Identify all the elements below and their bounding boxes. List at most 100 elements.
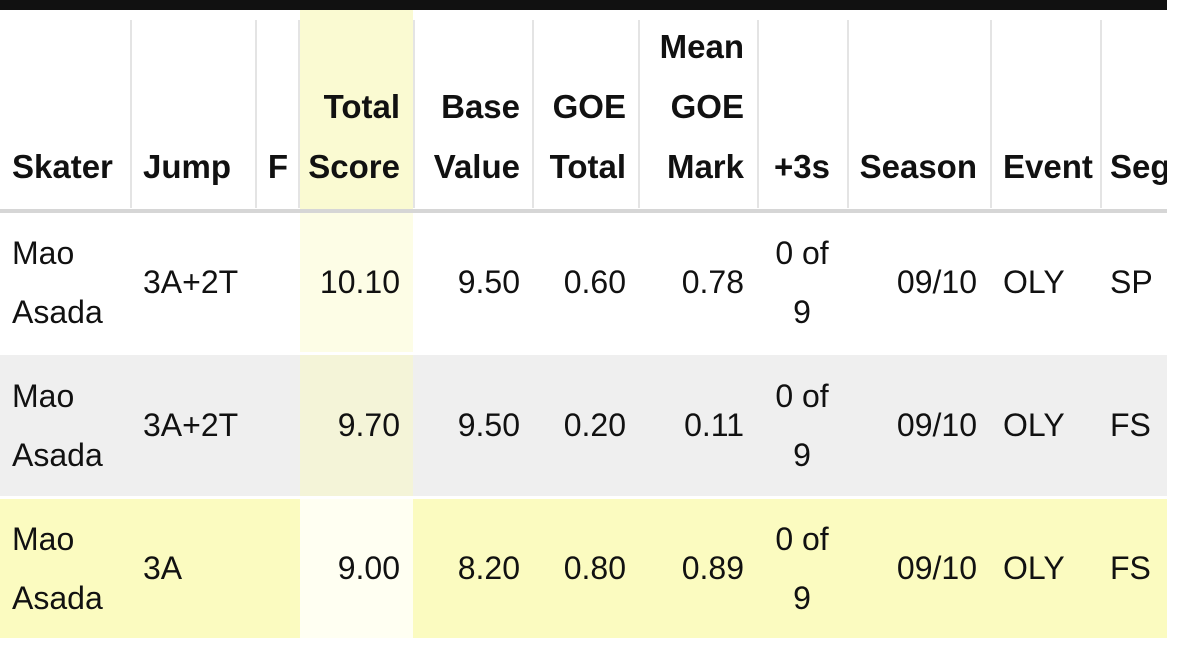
table-cell — [258, 213, 298, 352]
table-cell: OLY — [990, 499, 1100, 638]
top-bar — [0, 0, 1167, 10]
row-background — [0, 355, 1167, 496]
row-background — [0, 499, 1167, 638]
column-header: +3s — [757, 10, 847, 209]
column-header: Mean GOE Mark — [638, 10, 757, 209]
table-cell: FS — [1100, 499, 1167, 638]
table-cell: 0.60 — [532, 213, 638, 352]
cell-text: 9.50 — [457, 264, 520, 300]
cell-text: Mao Asada — [12, 234, 103, 330]
cell-text: 09/10 — [896, 264, 977, 300]
cell-text: 9.50 — [457, 407, 520, 443]
table-cell: 09/10 — [847, 355, 990, 496]
cell-text: FS — [1110, 550, 1151, 586]
cell-text: 0 of 9 — [775, 377, 829, 473]
table-cell: Mao Asada — [8, 213, 130, 352]
table-cell: 0.11 — [638, 355, 757, 496]
cell-text: OLY — [1003, 264, 1065, 300]
column-header: Total Score — [300, 10, 413, 209]
column-separator — [638, 20, 640, 208]
column-header: GOE Total — [532, 10, 638, 209]
cell-text: 09/10 — [896, 550, 977, 586]
table-cell: 8.20 — [413, 499, 532, 638]
table-cell — [258, 355, 298, 496]
table-cell: 3A+2T — [138, 213, 256, 352]
column-separator — [1100, 20, 1102, 208]
column-separator — [990, 20, 992, 208]
table-cell: OLY — [990, 213, 1100, 352]
cell-text: OLY — [1003, 407, 1065, 443]
cell-text: 09/10 — [896, 407, 977, 443]
cell-text: 10.10 — [319, 264, 400, 300]
cell-text: 0 of 9 — [775, 520, 829, 616]
table-cell: 0 of 9 — [757, 499, 847, 638]
cell-text: Total Score — [308, 88, 400, 185]
column-header: F — [258, 10, 298, 209]
highlight-cell — [300, 499, 413, 638]
table-cell: 0.80 — [532, 499, 638, 638]
table-cell: 10.10 — [300, 213, 413, 352]
cell-text: GOE Total — [549, 88, 626, 185]
column-separator — [757, 20, 759, 208]
cell-text: Base Value — [433, 88, 520, 185]
table-cell: 0 of 9 — [757, 213, 847, 352]
cell-text: 0.20 — [563, 407, 626, 443]
table-cell: 3A+2T — [138, 355, 256, 496]
column-header: Jump — [138, 10, 256, 209]
table-cell — [258, 499, 298, 638]
cell-text: 9.00 — [337, 550, 400, 586]
column-header: Seg — [1100, 10, 1167, 209]
table-cell: 9.00 — [300, 499, 413, 638]
cell-text: Event — [1003, 148, 1093, 185]
table-cell: 0.89 — [638, 499, 757, 638]
highlight-cell — [300, 213, 413, 352]
column-separator — [255, 20, 257, 208]
cell-text: 3A — [143, 550, 183, 586]
cell-text: OLY — [1003, 550, 1065, 586]
cell-text: 0.78 — [681, 264, 744, 300]
column-separator — [413, 20, 415, 208]
table-cell: OLY — [990, 355, 1100, 496]
column-separator — [847, 20, 849, 208]
table-cell: FS — [1100, 355, 1167, 496]
cell-text: +3s — [774, 148, 830, 185]
column-separator — [298, 20, 300, 208]
cell-text: 3A+2T — [143, 264, 239, 300]
cell-text: F — [267, 148, 289, 185]
table-cell: 0 of 9 — [757, 355, 847, 496]
column-header: Season — [847, 10, 990, 209]
column-header: Skater — [8, 10, 130, 209]
table-cell: 0.78 — [638, 213, 757, 352]
header-border — [0, 209, 1167, 213]
cell-text: 3A+2T — [143, 407, 239, 443]
highlight-column — [300, 10, 413, 209]
cell-text: Mao Asada — [12, 377, 103, 473]
cell-text: SP — [1110, 264, 1153, 300]
cell-text: Jump — [143, 148, 232, 185]
column-header: Base Value — [413, 10, 532, 209]
column-header: Event — [990, 10, 1100, 209]
table-cell: 09/10 — [847, 213, 990, 352]
cell-text: FS — [1110, 407, 1151, 443]
cell-text: Season — [859, 148, 977, 185]
cell-text: 9.70 — [337, 407, 400, 443]
table-cell: SP — [1100, 213, 1167, 352]
cell-text: Mean GOE Mark — [659, 28, 744, 185]
cell-text: 0.60 — [563, 264, 626, 300]
table-cell: Mao Asada — [8, 355, 130, 496]
cell-text: Mao Asada — [12, 520, 103, 616]
table-cell: Mao Asada — [8, 499, 130, 638]
cell-text: 8.20 — [457, 550, 520, 586]
row-background — [0, 213, 1167, 352]
table-cell: 3A — [138, 499, 256, 638]
cell-text: 0.89 — [681, 550, 744, 586]
column-separator — [532, 20, 534, 208]
column-separator — [130, 20, 132, 208]
cell-text: Seg — [1110, 148, 1167, 185]
highlight-cell — [300, 355, 413, 496]
cell-text: 0 of 9 — [775, 234, 829, 330]
table-cell: 09/10 — [847, 499, 990, 638]
table-cell: 0.20 — [532, 355, 638, 496]
table-cell: 9.70 — [300, 355, 413, 496]
